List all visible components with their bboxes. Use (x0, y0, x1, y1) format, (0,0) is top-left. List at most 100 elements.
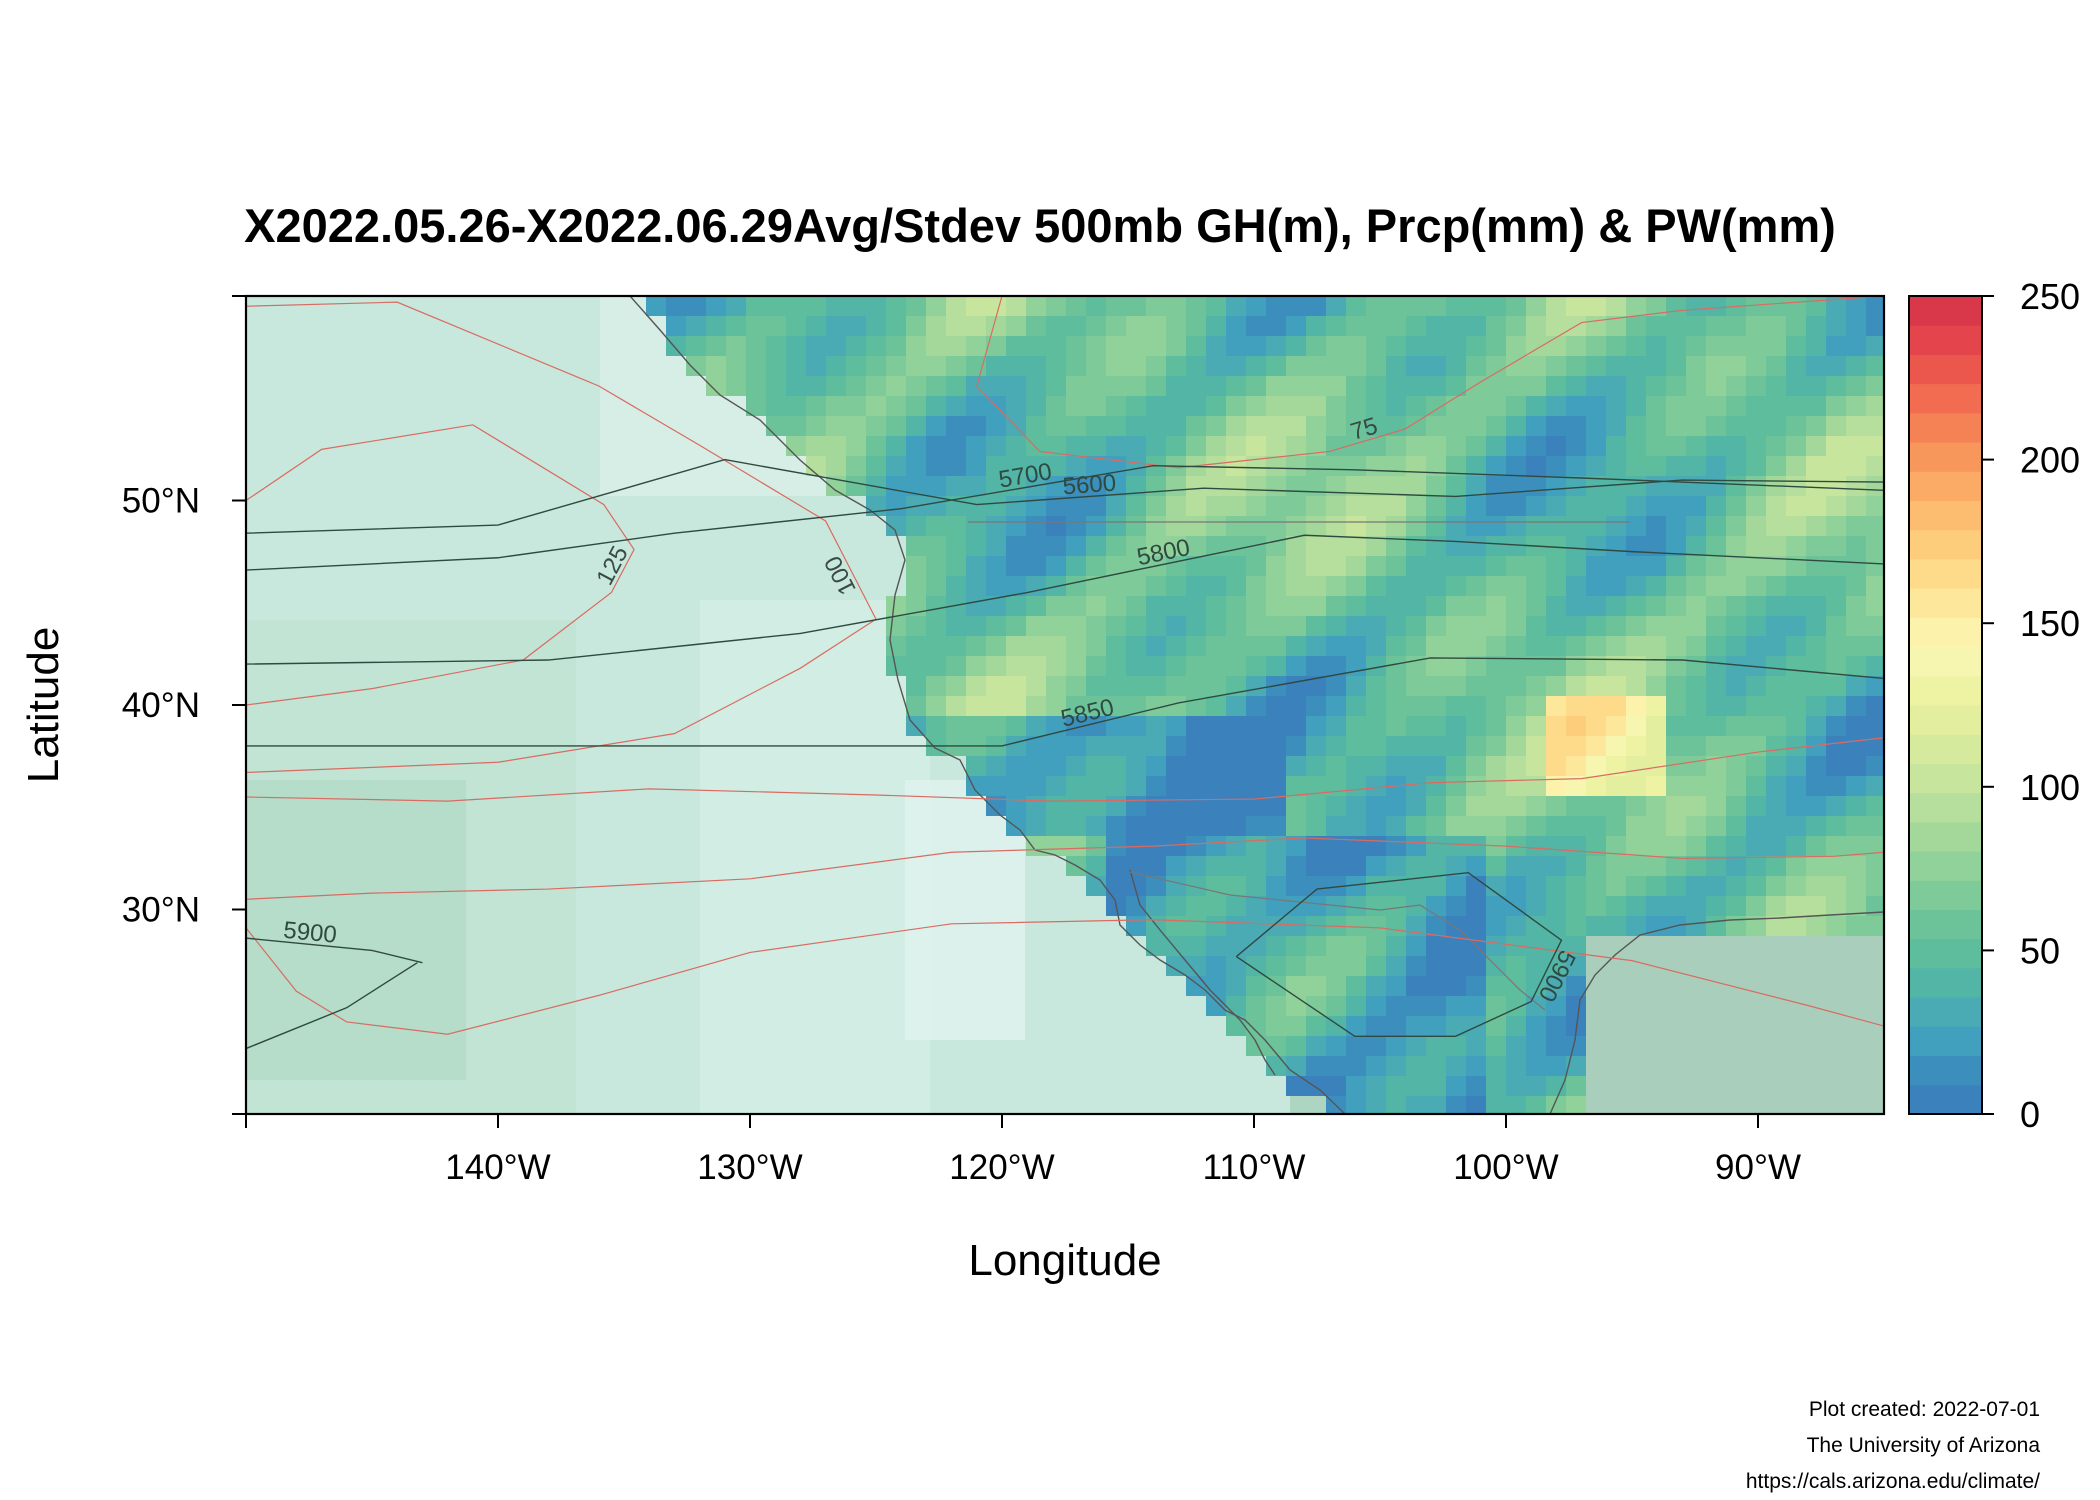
colorbar-swatch (1909, 851, 1982, 881)
precip-cell (1566, 716, 1586, 736)
precip-cell (1846, 476, 1866, 496)
precip-cell (1366, 596, 1386, 616)
precip-cell (1046, 636, 1066, 656)
precip-cell (1526, 356, 1546, 376)
precip-cell (1626, 496, 1646, 516)
precip-cell (1746, 756, 1766, 776)
precip-cell (1026, 716, 1046, 736)
precip-cell (1386, 716, 1406, 736)
precip-cell (1766, 796, 1786, 816)
precip-cell (1246, 876, 1266, 896)
colorbar-swatch (1909, 412, 1982, 443)
precip-cell (1786, 356, 1806, 376)
precip-cell (1386, 736, 1406, 756)
precip-cell (1006, 676, 1026, 696)
colorbar-swatch (1909, 646, 1982, 677)
precip-cell (1506, 636, 1526, 656)
precip-cell (1746, 776, 1766, 796)
precip-cell (1386, 1076, 1406, 1096)
colorbar-frame (1908, 295, 1983, 1115)
precip-cell (1846, 416, 1866, 436)
precip-cell (1566, 496, 1586, 516)
precip-cell (1146, 856, 1166, 876)
precip-cell (866, 436, 886, 456)
contour-line (246, 657, 1884, 747)
precip-cell (1666, 356, 1686, 376)
precip-cell (1406, 996, 1426, 1016)
precip-cell (906, 656, 926, 676)
precip-cell (1626, 696, 1646, 716)
precip-cell (1406, 1096, 1426, 1114)
precip-cell (1226, 896, 1246, 916)
precip-cell (1386, 836, 1406, 856)
precip-cell (1786, 296, 1806, 316)
precip-cell (1826, 356, 1846, 376)
colorbar-swatch (1909, 734, 1982, 764)
precip-cell (1786, 616, 1806, 636)
precip-cell (1406, 516, 1426, 536)
precip-cell (1126, 736, 1146, 756)
precip-cell (1606, 536, 1626, 556)
precip-cell (1326, 1036, 1346, 1056)
precip-cell (1546, 716, 1566, 736)
precip-cell (1386, 816, 1406, 836)
precip-cell (1066, 836, 1086, 856)
precip-cell (1066, 416, 1086, 436)
precip-cell (1546, 476, 1566, 496)
precip-cell (1146, 496, 1166, 516)
precip-cell (1446, 676, 1466, 696)
precip-cell (846, 476, 866, 496)
precip-cell (1326, 836, 1346, 856)
precip-cell (1086, 496, 1106, 516)
precip-cell (1246, 536, 1266, 556)
precip-cell (1106, 356, 1126, 376)
precip-cell (1346, 476, 1366, 496)
precip-cell (1786, 896, 1806, 916)
precip-cell (846, 356, 866, 376)
precip-cell (1066, 756, 1086, 776)
precip-cell (906, 436, 926, 456)
precip-cell (1306, 356, 1326, 376)
precip-cell (1386, 696, 1406, 716)
precip-cell (826, 356, 846, 376)
colorbar-tick-label: 150 (2020, 603, 2080, 644)
precip-cell (1386, 876, 1406, 896)
precip-cell (1786, 776, 1806, 796)
precip-cell (786, 396, 806, 416)
precip-cell (1406, 396, 1426, 416)
precip-cell (1626, 836, 1646, 856)
precip-cell (1766, 836, 1786, 856)
precip-cell (1326, 576, 1346, 596)
precip-cell (986, 756, 1006, 776)
precip-cell (1306, 836, 1326, 856)
precip-cell (1446, 456, 1466, 476)
precip-cell (1466, 716, 1486, 736)
precip-cell (1066, 476, 1086, 496)
precip-cell (926, 476, 946, 496)
precip-cell (1486, 736, 1506, 756)
precip-cell (906, 336, 926, 356)
precip-cell (1106, 616, 1126, 636)
precip-cell (1346, 816, 1366, 836)
precip-cell (1586, 536, 1606, 556)
precip-cell (1466, 836, 1486, 856)
precip-cell (1726, 476, 1746, 496)
precip-cell (1306, 936, 1326, 956)
precip-cell (1106, 836, 1126, 856)
precip-cell (1606, 876, 1626, 896)
precip-cell (1266, 836, 1286, 856)
precip-cell (1646, 836, 1666, 856)
precip-cell (1506, 776, 1526, 796)
precip-cell (1526, 856, 1546, 876)
precip-cell (1366, 376, 1386, 396)
precip-cell (1526, 736, 1546, 756)
precip-cell (1446, 576, 1466, 596)
precip-cell (1346, 456, 1366, 476)
precip-cell (886, 496, 906, 516)
precip-cell (866, 296, 886, 316)
precip-cell (1826, 576, 1846, 596)
precip-cell (1126, 776, 1146, 796)
precip-cell (1666, 656, 1686, 676)
precip-cell (1066, 516, 1086, 536)
precip-cell (786, 436, 806, 456)
